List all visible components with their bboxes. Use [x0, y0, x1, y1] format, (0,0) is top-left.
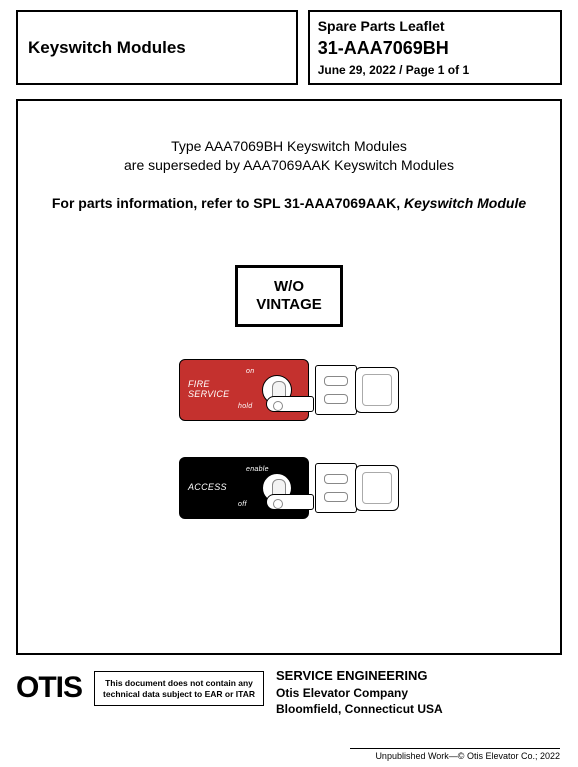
- main-content-box: Type AAA7069BH Keyswitch Modules are sup…: [16, 99, 562, 655]
- part-number: 31-AAA7069BH: [318, 38, 552, 59]
- header-right-box: Spare Parts Leaflet 31-AAA7069BH June 29…: [308, 10, 562, 85]
- wo-vintage-box: W/O VINTAGE: [28, 211, 550, 327]
- key-icon: [266, 494, 314, 510]
- header-title: Keyswitch Modules: [28, 38, 186, 58]
- supersede-line-1: Type AAA7069BH Keyswitch Modules: [28, 137, 550, 156]
- otis-logo: OTIS: [16, 665, 82, 705]
- module-back-box-icon: [315, 463, 357, 513]
- module-back-box-icon: [315, 365, 357, 415]
- supersede-line-2: are superseded by AAA7069AAK Keyswitch M…: [28, 156, 550, 175]
- header-left-box: Keyswitch Modules: [16, 10, 298, 85]
- refer-prefix: For parts information, refer to SPL 31-A…: [52, 195, 404, 211]
- fire-service-label: FIRE SERVICE: [188, 380, 229, 400]
- fire-label-line1: FIRE: [188, 379, 210, 389]
- footer-row: OTIS This document does not contain any …: [0, 655, 578, 717]
- disclaimer-line-2: technical data subject to EAR or ITAR: [103, 689, 255, 699]
- refer-italic: Keyswitch Module: [404, 195, 526, 211]
- fire-on-label: on: [246, 368, 254, 375]
- access-label: ACCESS: [188, 483, 227, 493]
- wo-line-2: VINTAGE: [256, 296, 322, 314]
- fire-service-module: FIRE SERVICE on hold: [28, 359, 550, 421]
- access-enable-label: enable: [246, 466, 269, 473]
- service-engineering: SERVICE ENGINEERING: [276, 667, 443, 685]
- fire-label-line2: SERVICE: [188, 389, 229, 399]
- spare-parts-leaflet-label: Spare Parts Leaflet: [318, 18, 552, 34]
- access-plate: ACCESS enable off: [179, 457, 309, 519]
- fire-service-plate: FIRE SERVICE on hold: [179, 359, 309, 421]
- date-page-line: June 29, 2022 / Page 1 of 1: [318, 63, 552, 77]
- access-off-label: off: [238, 501, 247, 508]
- access-module: ACCESS enable off: [28, 457, 550, 519]
- export-disclaimer-box: This document does not contain any techn…: [94, 671, 264, 706]
- module-housing-icon: [355, 465, 399, 511]
- company-location: Bloomfield, Connecticut USA: [276, 701, 443, 717]
- access-label-line1: ACCESS: [188, 482, 227, 492]
- disclaimer-line-1: This document does not contain any: [105, 678, 253, 688]
- unpublished-copyright: Unpublished Work—© Otis Elevator Co.; 20…: [350, 748, 560, 761]
- refer-line: For parts information, refer to SPL 31-A…: [28, 195, 550, 211]
- fire-hold-label: hold: [238, 403, 252, 410]
- key-icon: [266, 396, 314, 412]
- company-name: Otis Elevator Company: [276, 685, 443, 701]
- header-row: Keyswitch Modules Spare Parts Leaflet 31…: [0, 0, 578, 91]
- module-housing-icon: [355, 367, 399, 413]
- company-block: SERVICE ENGINEERING Otis Elevator Compan…: [276, 665, 443, 717]
- wo-line-1: W/O: [256, 278, 322, 296]
